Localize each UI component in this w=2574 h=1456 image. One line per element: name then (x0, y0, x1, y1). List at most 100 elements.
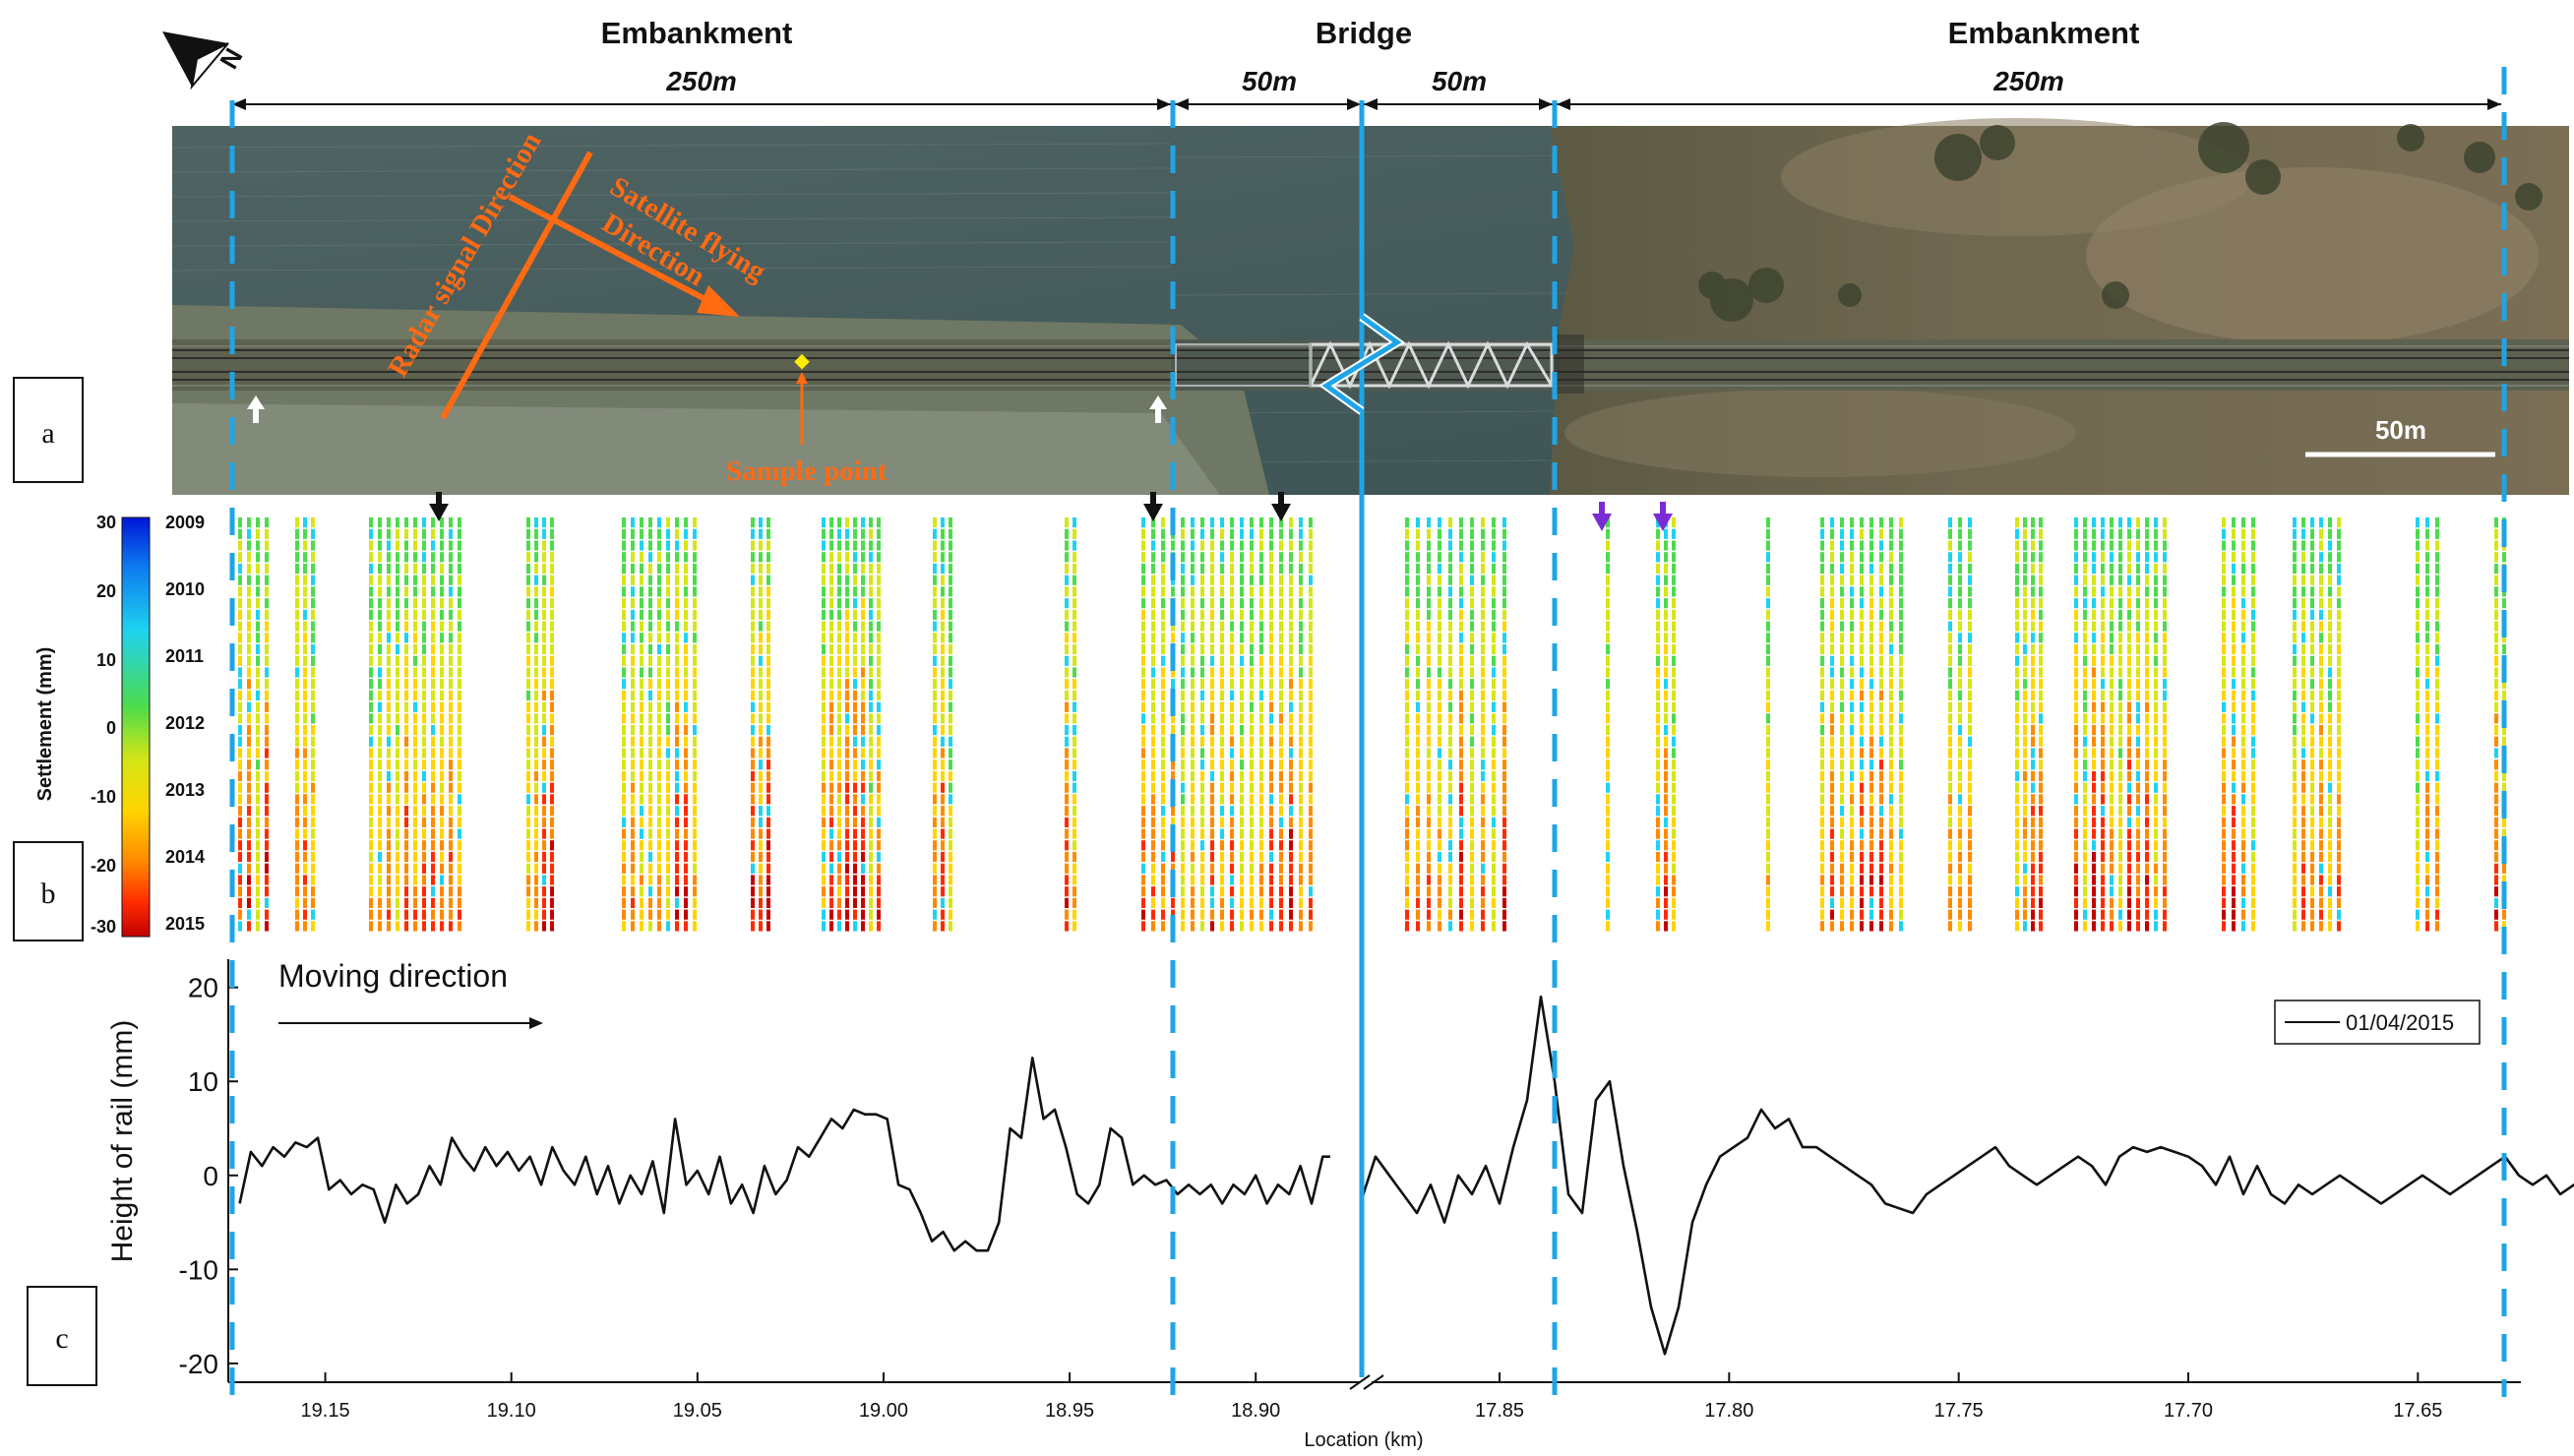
settlement-cell (822, 828, 826, 839)
settlement-cell (1502, 690, 1506, 700)
settlement-cell (550, 840, 554, 851)
settlement-cell (542, 806, 546, 817)
settlement-cell (303, 806, 307, 817)
settlement-cell (829, 851, 833, 863)
settlement-strip (845, 517, 849, 932)
settlement-cell (295, 690, 299, 700)
settlement-cell (1269, 713, 1273, 724)
settlement-cell (311, 921, 315, 932)
settlement-cell (2127, 690, 2131, 700)
settlement-cell (949, 667, 952, 678)
settlement-cell (2074, 794, 2078, 805)
settlement-cell (622, 598, 626, 609)
settlement-cell (238, 667, 242, 678)
settlement-cell (1438, 701, 1441, 712)
settlement-strip (933, 517, 937, 932)
settlement-cell (1968, 655, 1972, 666)
settlement-cell (1860, 633, 1864, 643)
settlement-cell (1766, 909, 1770, 920)
settlement-cell (648, 609, 652, 620)
settlement-cell (1958, 794, 1962, 805)
settlement-cell (861, 863, 865, 874)
settlement-cell (458, 609, 461, 620)
settlement-cell (751, 748, 755, 758)
settlement-cell (1968, 817, 1972, 827)
settlement-cell (1869, 701, 1873, 712)
settlement-cell (1072, 736, 1076, 747)
settlement-cell (1269, 667, 1273, 678)
settlement-cell (1830, 863, 1834, 874)
settlement-cell (1606, 575, 1610, 585)
settlement-cell (1299, 897, 1303, 908)
settlement-cell (2241, 909, 2245, 920)
settlement-cell (829, 667, 833, 678)
settlement-cell (751, 633, 755, 643)
settlement-cell (751, 817, 755, 827)
settlement-cell (1259, 643, 1263, 655)
settlement-cell (1879, 633, 1883, 643)
settlement-cell (1830, 540, 1834, 551)
settlement-cell (1240, 921, 1244, 932)
settlement-cell (1840, 540, 1844, 551)
settlement-cell (657, 598, 661, 609)
settlement-cell (1889, 921, 1893, 932)
settlement-cell (2435, 817, 2439, 827)
settlement-cell (2301, 840, 2305, 851)
settlement-cell (2031, 690, 2035, 700)
settlement-cell (622, 633, 626, 643)
settlement-cell (2039, 609, 2043, 620)
settlement-cell (1850, 540, 1854, 551)
settlement-cell (2310, 817, 2314, 827)
settlement-cell (2502, 736, 2506, 747)
settlement-cell (2502, 909, 2506, 920)
settlement-cell (295, 586, 299, 597)
settlement-cell (1240, 736, 1244, 747)
settlement-cell (1470, 655, 1474, 666)
settlement-cell (640, 909, 644, 920)
settlement-cell (2101, 643, 2105, 655)
settlement-cell (311, 828, 315, 839)
settlement-cell (1850, 736, 1854, 747)
settlement-cell (2310, 921, 2314, 932)
settlement-cell (1948, 782, 1952, 793)
settlement-cell (1230, 851, 1234, 863)
settlement-cell (534, 609, 538, 620)
settlement-cell (2416, 563, 2420, 575)
settlement-cell (751, 770, 755, 782)
settlement-cell (1141, 725, 1145, 736)
settlement-cell (1405, 897, 1409, 908)
settlement-cell (2232, 840, 2236, 851)
settlement-cell (2118, 770, 2122, 782)
settlement-cell (413, 806, 417, 817)
settlement-cell (1879, 794, 1883, 805)
settlement-cell (1766, 806, 1770, 817)
settlement-cell (1672, 701, 1676, 712)
settlement-cell (675, 633, 679, 643)
settlement-cell (657, 621, 661, 632)
settlement-cell (631, 552, 635, 563)
settlement-cell (1606, 621, 1610, 632)
settlement-cell (2154, 794, 2158, 805)
settlement-cell (1672, 828, 1676, 839)
settlement-cell (640, 828, 644, 839)
settlement-cell (2136, 713, 2140, 724)
settlement-cell (631, 667, 635, 678)
settlement-cell (2163, 609, 2167, 620)
settlement-cell (1259, 713, 1263, 724)
settlement-cell (1065, 655, 1069, 666)
settlement-cell (1250, 643, 1254, 655)
settlement-cell (526, 609, 530, 620)
settlement-cell (1850, 782, 1854, 793)
settlement-cell (1606, 817, 1610, 827)
settlement-cell (1191, 575, 1195, 585)
settlement-cell (675, 736, 679, 747)
settlement-strip (1448, 517, 1452, 932)
settlement-cell (657, 540, 661, 551)
settlement-cell (751, 725, 755, 736)
settlement-cell (1869, 748, 1873, 758)
settlement-cell (822, 643, 826, 655)
settlement-cell (684, 633, 688, 643)
settlement-cell (1161, 563, 1165, 575)
settlement-cell (2435, 794, 2439, 805)
settlement-cell (1958, 897, 1962, 908)
